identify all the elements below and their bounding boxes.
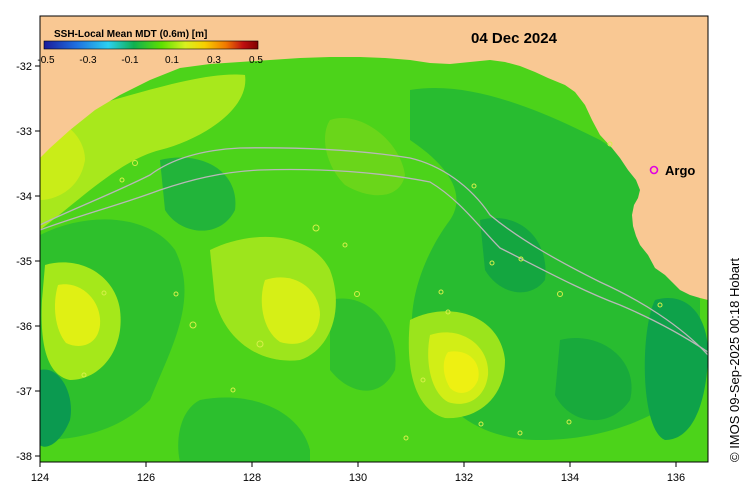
y-ticks xyxy=(35,65,40,457)
y-tick-label: -35 xyxy=(16,256,32,268)
date-label: 04 Dec 2024 xyxy=(471,30,558,47)
colorbar: SSH-Local Mean MDT (0.6m) [m] -0.5 -0.3 … xyxy=(37,29,263,66)
x-ticks xyxy=(39,462,677,467)
colorbar-label: 0.5 xyxy=(249,55,263,66)
y-tick-label: -37 xyxy=(16,386,32,398)
colorbar-label: -0.3 xyxy=(79,55,97,66)
argo-label: Argo xyxy=(665,163,695,178)
x-tick-label: 132 xyxy=(455,472,473,484)
y-tick-label: -36 xyxy=(16,321,32,333)
x-tick-label: 134 xyxy=(561,472,579,484)
y-tick-label: -32 xyxy=(16,61,32,73)
colorbar-title: SSH-Local Mean MDT (0.6m) [m] xyxy=(54,29,207,40)
credit-text: © IMOS 09-Sep-2025 00:18 Hobart xyxy=(727,258,742,462)
x-tick-label: 124 xyxy=(31,472,49,484)
y-tick-label: -33 xyxy=(16,126,32,138)
colorbar-label: 0.3 xyxy=(207,55,221,66)
plot-frame xyxy=(39,15,709,463)
colorbar-label: 0.1 xyxy=(165,55,179,66)
colorbar-gradient xyxy=(43,40,259,50)
y-tick-label: -34 xyxy=(16,191,32,203)
x-tick-label: 130 xyxy=(349,472,367,484)
x-tick-label: 128 xyxy=(243,472,261,484)
colorbar-label: -0.1 xyxy=(121,55,139,66)
y-tick-label: -38 xyxy=(16,451,32,463)
x-tick-label: 126 xyxy=(137,472,155,484)
bathymetry-contours xyxy=(40,147,708,356)
argo-marker-icon xyxy=(649,165,659,175)
colorbar-label: -0.5 xyxy=(37,55,55,66)
drifter-markers xyxy=(81,141,663,441)
x-tick-label: 136 xyxy=(667,472,685,484)
